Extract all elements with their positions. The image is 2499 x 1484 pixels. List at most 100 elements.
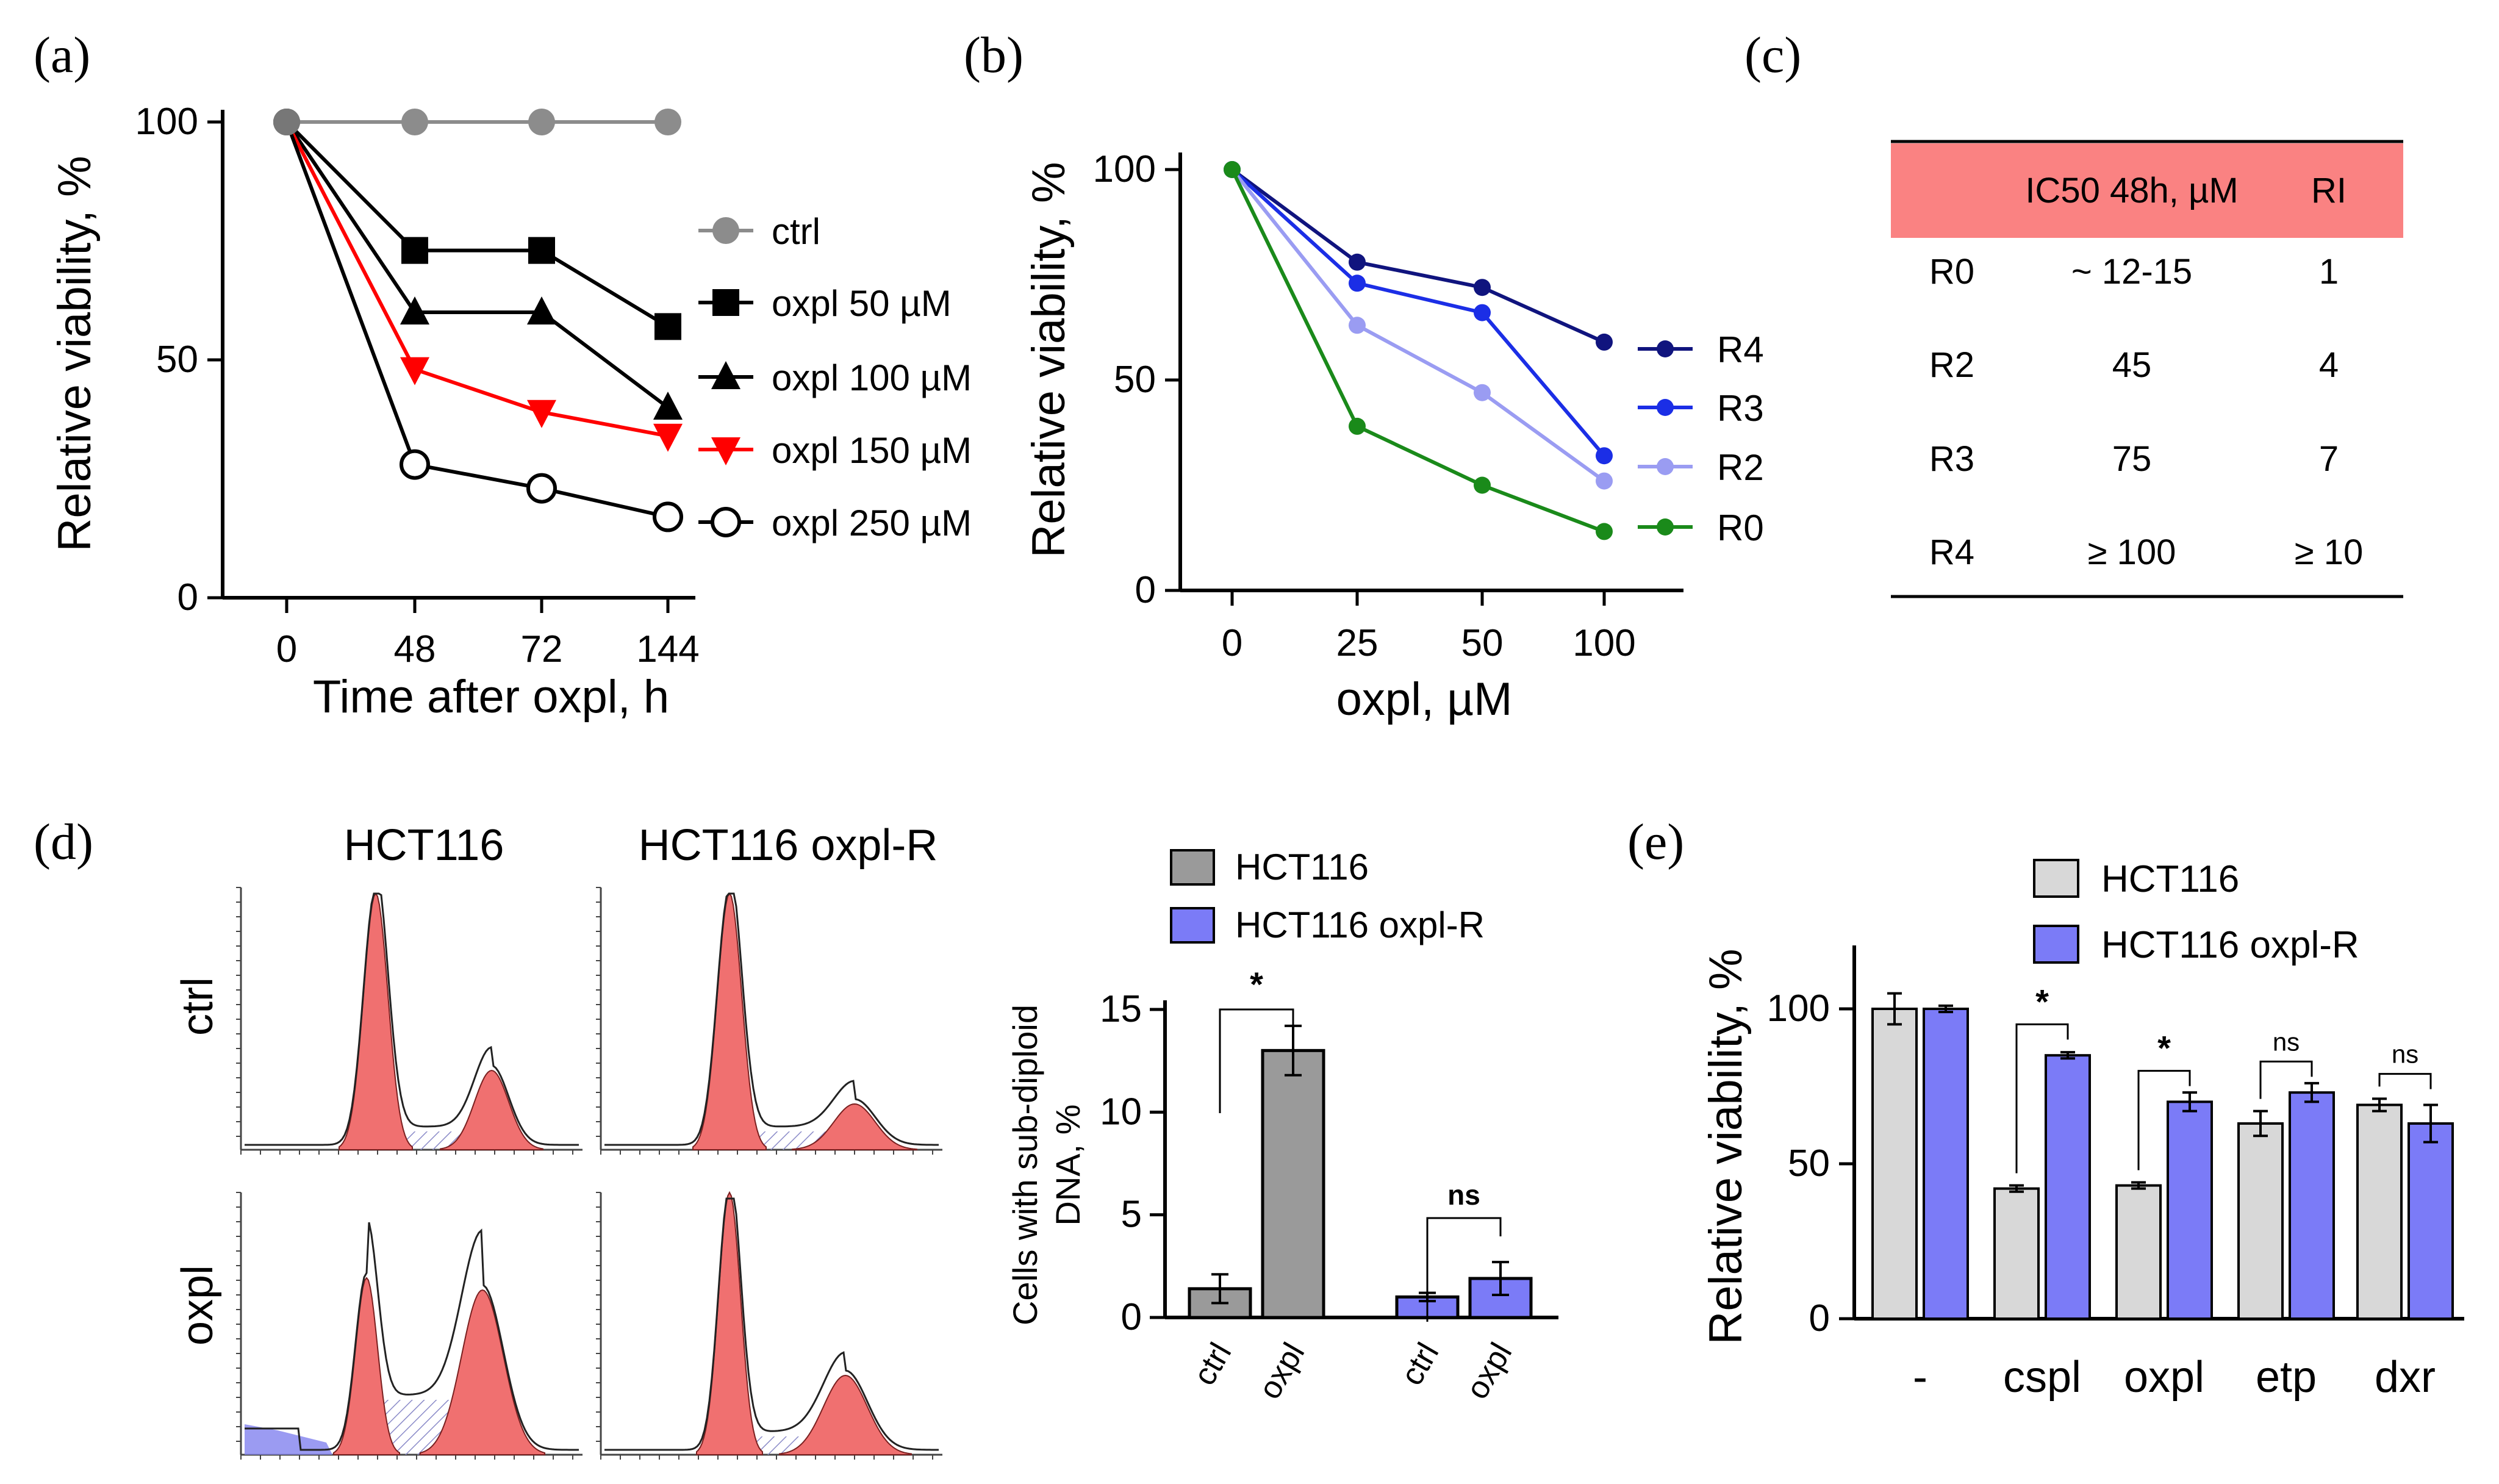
d-y-tick-label: 5 <box>1121 1194 1142 1236</box>
e-bar <box>1993 1187 2040 1321</box>
b-data-point <box>1596 472 1613 490</box>
a-x-tick-label: 0 <box>276 628 297 670</box>
b-data-point <box>1349 274 1366 292</box>
b-series-line <box>1231 168 1605 344</box>
panel-label-c: (c) <box>1744 27 1801 84</box>
b-series-line <box>1230 168 1605 483</box>
b-data-point <box>1474 384 1491 401</box>
a-series-line <box>285 121 669 438</box>
a-data-point <box>653 501 683 532</box>
a-data-point <box>527 296 556 324</box>
b-x-tick-label: 0 <box>1222 622 1242 664</box>
d-y-tick-label: 0 <box>1121 1296 1142 1338</box>
a-data-point <box>654 313 681 340</box>
d-legend-swatch <box>1170 849 1215 886</box>
b-legend-label: R2 <box>1717 447 1764 488</box>
b-legend-label: R4 <box>1717 329 1764 370</box>
b-data-point <box>1596 523 1613 540</box>
table-cell: 4 <box>2319 345 2339 385</box>
e-x-tick-label: cspl <box>2003 1353 2081 1402</box>
table-header-cell: IC50 48h, µM <box>2025 171 2238 210</box>
d-bar <box>1261 1048 1325 1319</box>
e-significance-bracket <box>2378 1073 2432 1089</box>
a-y-tick-label: 0 <box>177 576 198 618</box>
table-cell: 75 <box>2112 439 2152 479</box>
b-series-line <box>1230 168 1606 457</box>
e-bar <box>2237 1122 2284 1320</box>
e-bar <box>2045 1054 2091 1320</box>
panel-label-b: (b) <box>964 27 1024 84</box>
hist-g2-peak <box>779 1374 912 1455</box>
e-significance-label: ns <box>2392 1040 2418 1069</box>
d-y-title-line1: Cells with sub-diploid <box>1006 1005 1044 1325</box>
hist-envelope <box>604 892 939 1146</box>
d-significance-bracket <box>1426 1217 1502 1322</box>
hist-envelope <box>604 1197 939 1451</box>
a-legend-label: ctrl <box>772 211 820 252</box>
e-bar <box>2289 1091 2335 1321</box>
panel-c-table: IC50 48h, µM RI R0 ~ 12-15 1 R2 45 4 R3 75 7 R4 ≥ 10… <box>1891 140 2403 598</box>
a-data-point <box>528 237 555 264</box>
d-legend-label: HCT116 oxpl-R <box>1235 905 1485 945</box>
e-x-tick-label: etp <box>2256 1353 2317 1402</box>
e-significance-bracket <box>2137 1070 2191 1170</box>
a-data-point <box>526 473 557 504</box>
b-data-point <box>1349 417 1366 435</box>
table-cell: R4 <box>1929 532 1974 572</box>
e-significance-label: ns <box>2273 1027 2300 1056</box>
d-y-title-line2: DNA, % <box>1049 1104 1087 1225</box>
a-legend-marker <box>712 217 739 244</box>
d-hist-col-label-hct116: HCT116 <box>344 821 504 870</box>
e-y-tick-label: 0 <box>1809 1297 1830 1339</box>
a-data-point <box>400 449 430 480</box>
a-data-point <box>401 237 428 264</box>
e-y-tick-label: 50 <box>1788 1142 1830 1185</box>
b-series-line <box>1230 168 1605 534</box>
b-data-point <box>1474 304 1491 321</box>
a-data-point <box>400 296 429 324</box>
a-data-point <box>528 109 555 135</box>
b-legend-label: R3 <box>1717 388 1764 429</box>
d-x-tick-label: ctrl <box>1186 1337 1238 1391</box>
hist-subg1-fill <box>245 1424 332 1455</box>
table-cell: ≥ 100 <box>2088 532 2176 572</box>
a-legend-label: oxpl 50 µM <box>772 283 952 324</box>
e-legend-swatch <box>2033 925 2079 964</box>
b-data-point <box>1474 476 1491 494</box>
b-legend-marker <box>1657 340 1674 357</box>
b-y-tick-label: 50 <box>1114 359 1156 401</box>
panel-label-a: (a) <box>34 27 90 84</box>
e-bar <box>2356 1103 2403 1320</box>
d-y-tick-label: 10 <box>1100 1091 1142 1133</box>
panel-b-line-chart: Relative viability, % oxpl, µM 0 50 100 0 2… <box>1023 148 1764 725</box>
b-y-tick-label: 100 <box>1093 148 1156 190</box>
panel-e-bar-chart: Relative viability, % HCT116 HCT116 oxpl-… <box>1700 858 2464 1402</box>
b-x-title: oxpl, µM <box>1336 673 1513 725</box>
panel-label-d: (d) <box>34 814 93 870</box>
panel-label-e: (e) <box>1627 814 1684 870</box>
hist-g2-peak <box>440 1069 543 1150</box>
e-legend-swatch <box>2033 859 2079 898</box>
d-x-tick-label: oxpl <box>1252 1337 1311 1405</box>
d-significance-label: * <box>1250 965 1263 1003</box>
e-bar <box>2167 1100 2213 1321</box>
hist-g2-peak <box>420 1289 545 1455</box>
d-significance-label: ns <box>1447 1179 1480 1211</box>
a-series-line <box>285 121 669 519</box>
a-x-tick-label: 48 <box>394 628 436 670</box>
e-legend-label: HCT116 oxpl-R <box>2101 924 2359 966</box>
table-cell: 1 <box>2319 252 2339 292</box>
a-y-tick-label: 50 <box>156 339 198 381</box>
b-data-point <box>1224 161 1241 178</box>
e-bar <box>1923 1008 1969 1320</box>
b-x-tick-label: 50 <box>1461 622 1504 664</box>
hist-g1-peak <box>692 892 767 1150</box>
e-significance-label: * <box>2035 982 2049 1020</box>
hist-envelope <box>245 892 579 1146</box>
b-data-point <box>1474 279 1491 296</box>
e-legend-label: HCT116 <box>2101 858 2239 900</box>
table-cell: ≥ 10 <box>2295 532 2363 572</box>
e-significance-bracket <box>2259 1060 2313 1099</box>
e-bar <box>1871 1008 1918 1320</box>
